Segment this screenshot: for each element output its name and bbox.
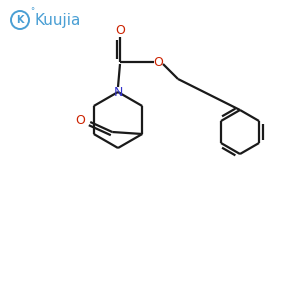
Text: °: ° [30,8,34,16]
Text: O: O [75,113,85,127]
Text: O: O [153,56,163,68]
Text: Kuujia: Kuujia [34,13,80,28]
Text: N: N [113,85,123,98]
Text: K: K [16,15,24,25]
Text: O: O [115,25,125,38]
